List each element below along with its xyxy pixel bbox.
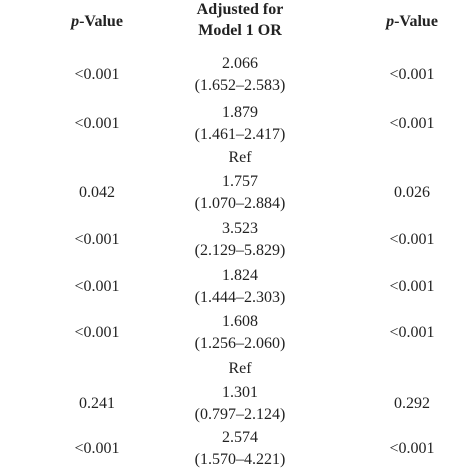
header-cell: p-Value: [386, 13, 438, 31]
header-italic: p: [386, 13, 395, 30]
odds-ratio: 1.757: [222, 173, 258, 190]
header-cell: Adjusted for: [196, 1, 284, 18]
confidence-interval: (1.070–2.884): [194, 195, 286, 212]
confidence-interval: (1.652–2.583): [194, 77, 286, 94]
odds-ratio: 1.824: [222, 267, 258, 284]
p-value: <0.001: [74, 66, 120, 83]
odds-ratio: Ref: [228, 149, 252, 166]
p-value: <0.001: [389, 231, 435, 248]
p-value: <0.001: [389, 66, 435, 83]
p-value: <0.001: [74, 324, 120, 341]
p-value: 0.026: [394, 184, 430, 201]
header-text: -Value: [394, 13, 438, 30]
header-cell: Model 1 OR: [198, 22, 282, 39]
odds-ratio: 3.523: [222, 220, 258, 237]
odds-ratio: 1.879: [222, 104, 258, 121]
p-value: <0.001: [389, 278, 435, 295]
odds-ratio: 1.608: [222, 313, 258, 330]
header-cell: p-Value: [71, 13, 123, 31]
p-value: <0.001: [74, 278, 120, 295]
odds-ratio: 2.574: [222, 429, 258, 446]
odds-ratio: 1.301: [222, 384, 258, 401]
confidence-interval: (1.461–2.417): [194, 126, 286, 143]
confidence-interval: (1.444–2.303): [194, 289, 286, 306]
p-value: <0.001: [389, 324, 435, 341]
p-value: <0.001: [389, 115, 435, 132]
p-value: 0.042: [79, 184, 115, 201]
odds-ratio: 2.066: [222, 55, 258, 72]
odds-ratio: Ref: [228, 360, 252, 377]
header-text: -Value: [79, 13, 123, 30]
p-value: <0.001: [74, 115, 120, 132]
p-value: 0.292: [394, 395, 430, 412]
confidence-interval: (1.570–4.221): [194, 451, 286, 468]
p-value: <0.001: [74, 440, 120, 457]
confidence-interval: (2.129–5.829): [194, 242, 286, 259]
confidence-interval: (0.797–2.124): [194, 406, 286, 423]
header-italic: p: [71, 13, 80, 30]
p-value: <0.001: [389, 440, 435, 457]
confidence-interval: (1.256–2.060): [194, 335, 286, 352]
p-value: 0.241: [79, 395, 115, 412]
p-value: <0.001: [74, 231, 120, 248]
